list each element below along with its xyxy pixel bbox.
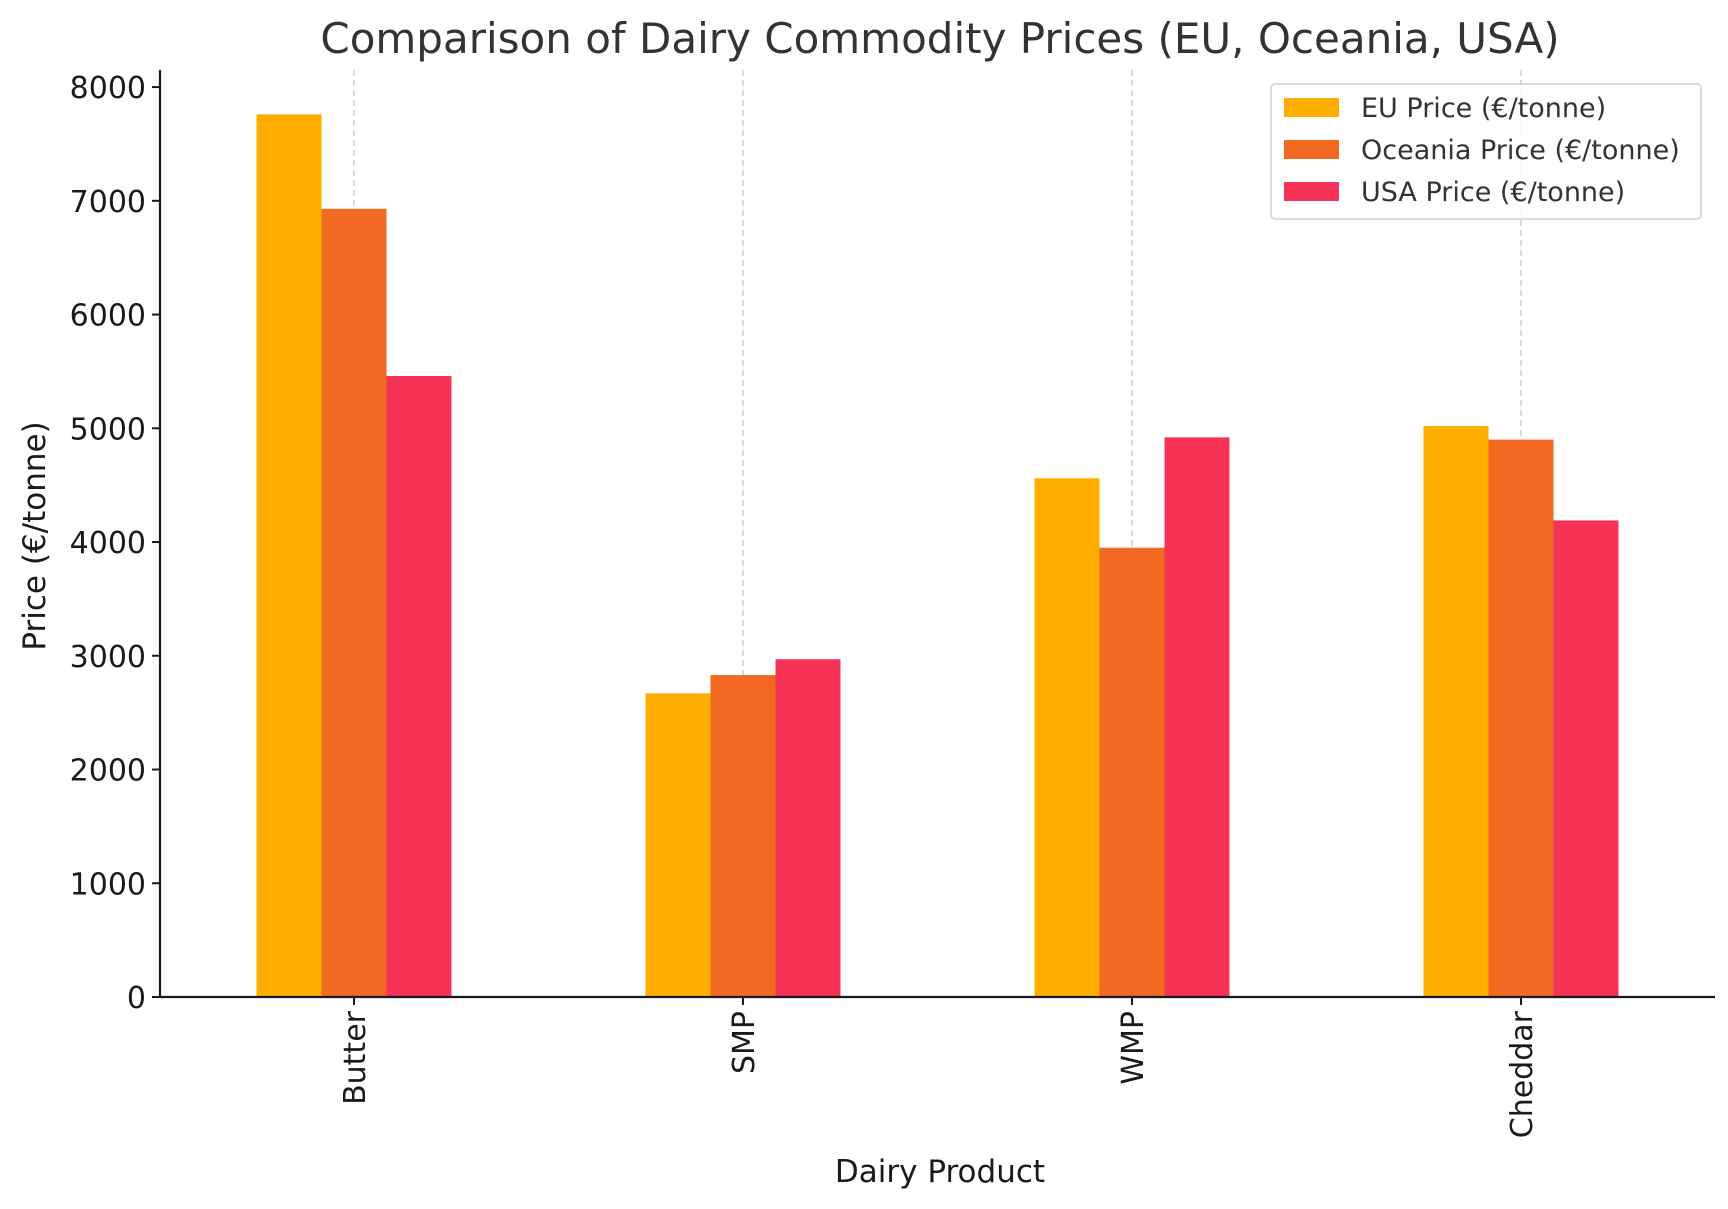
- x-tick-label-wmp: WMP: [1116, 1011, 1151, 1085]
- x-tick-label-butter: Butter: [338, 1010, 373, 1105]
- bar-smp-oceania: [710, 675, 776, 997]
- y-ticks: 0 1000 2000 3000 4000 5000 6000 7000 8000: [70, 71, 160, 1016]
- y-tick-label: 3000: [70, 640, 146, 675]
- legend-frame: [1270, 83, 1702, 220]
- legend-label-eu: EU Price (€/tonne): [1361, 93, 1606, 124]
- legend-swatch-oceania: [1284, 140, 1339, 159]
- bar-butter-oceania: [321, 208, 387, 998]
- bar-smp-eu: [645, 693, 711, 997]
- y-tick-label: 0: [127, 981, 146, 1016]
- bar-butter-eu: [256, 114, 322, 998]
- bar-cheddar-oceania: [1488, 439, 1554, 997]
- legend-swatch-eu: [1284, 98, 1339, 117]
- chart-title: Comparison of Dairy Commodity Prices (EU…: [320, 14, 1559, 63]
- legend: EU Price (€/tonne) Oceania Price (€/tonne…: [1270, 83, 1702, 220]
- bar-cheddar-usa: [1553, 520, 1619, 997]
- y-tick-label: 6000: [70, 299, 146, 334]
- x-ticks: Butter SMP WMP Cheddar: [338, 997, 1540, 1138]
- y-tick-label: 8000: [70, 71, 146, 106]
- y-tick-label: 5000: [70, 412, 146, 447]
- y-tick-label: 4000: [70, 526, 146, 561]
- bar-smp-usa: [775, 659, 841, 997]
- bars: [256, 114, 1619, 998]
- legend-swatch-usa: [1284, 182, 1339, 201]
- legend-label-oceania: Oceania Price (€/tonne): [1361, 135, 1680, 166]
- y-tick-label: 1000: [70, 867, 146, 902]
- y-axis-label: Price (€/tonne): [17, 421, 53, 650]
- x-tick-label-cheddar: Cheddar: [1505, 1010, 1540, 1138]
- x-tick-label-smp: SMP: [727, 1011, 762, 1074]
- bar-cheddar-eu: [1423, 426, 1489, 997]
- bar-butter-usa: [386, 375, 452, 997]
- axes: [158, 70, 1715, 999]
- y-tick-label: 7000: [70, 185, 146, 220]
- bar-wmp-usa: [1164, 437, 1230, 998]
- y-tick-label: 2000: [70, 754, 146, 789]
- x-axis-label: Dairy Product: [835, 1154, 1045, 1190]
- legend-label-usa: USA Price (€/tonne): [1361, 177, 1625, 208]
- bar-wmp-eu: [1034, 478, 1100, 997]
- bar-wmp-oceania: [1099, 547, 1165, 997]
